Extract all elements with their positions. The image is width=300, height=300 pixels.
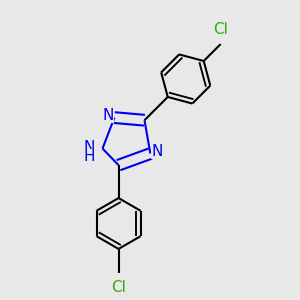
Text: Cl: Cl xyxy=(213,22,228,37)
Text: Cl: Cl xyxy=(111,280,126,295)
Text: N: N xyxy=(151,144,163,159)
Text: H: H xyxy=(83,149,95,164)
Text: N: N xyxy=(84,140,95,154)
Text: N: N xyxy=(102,108,113,123)
